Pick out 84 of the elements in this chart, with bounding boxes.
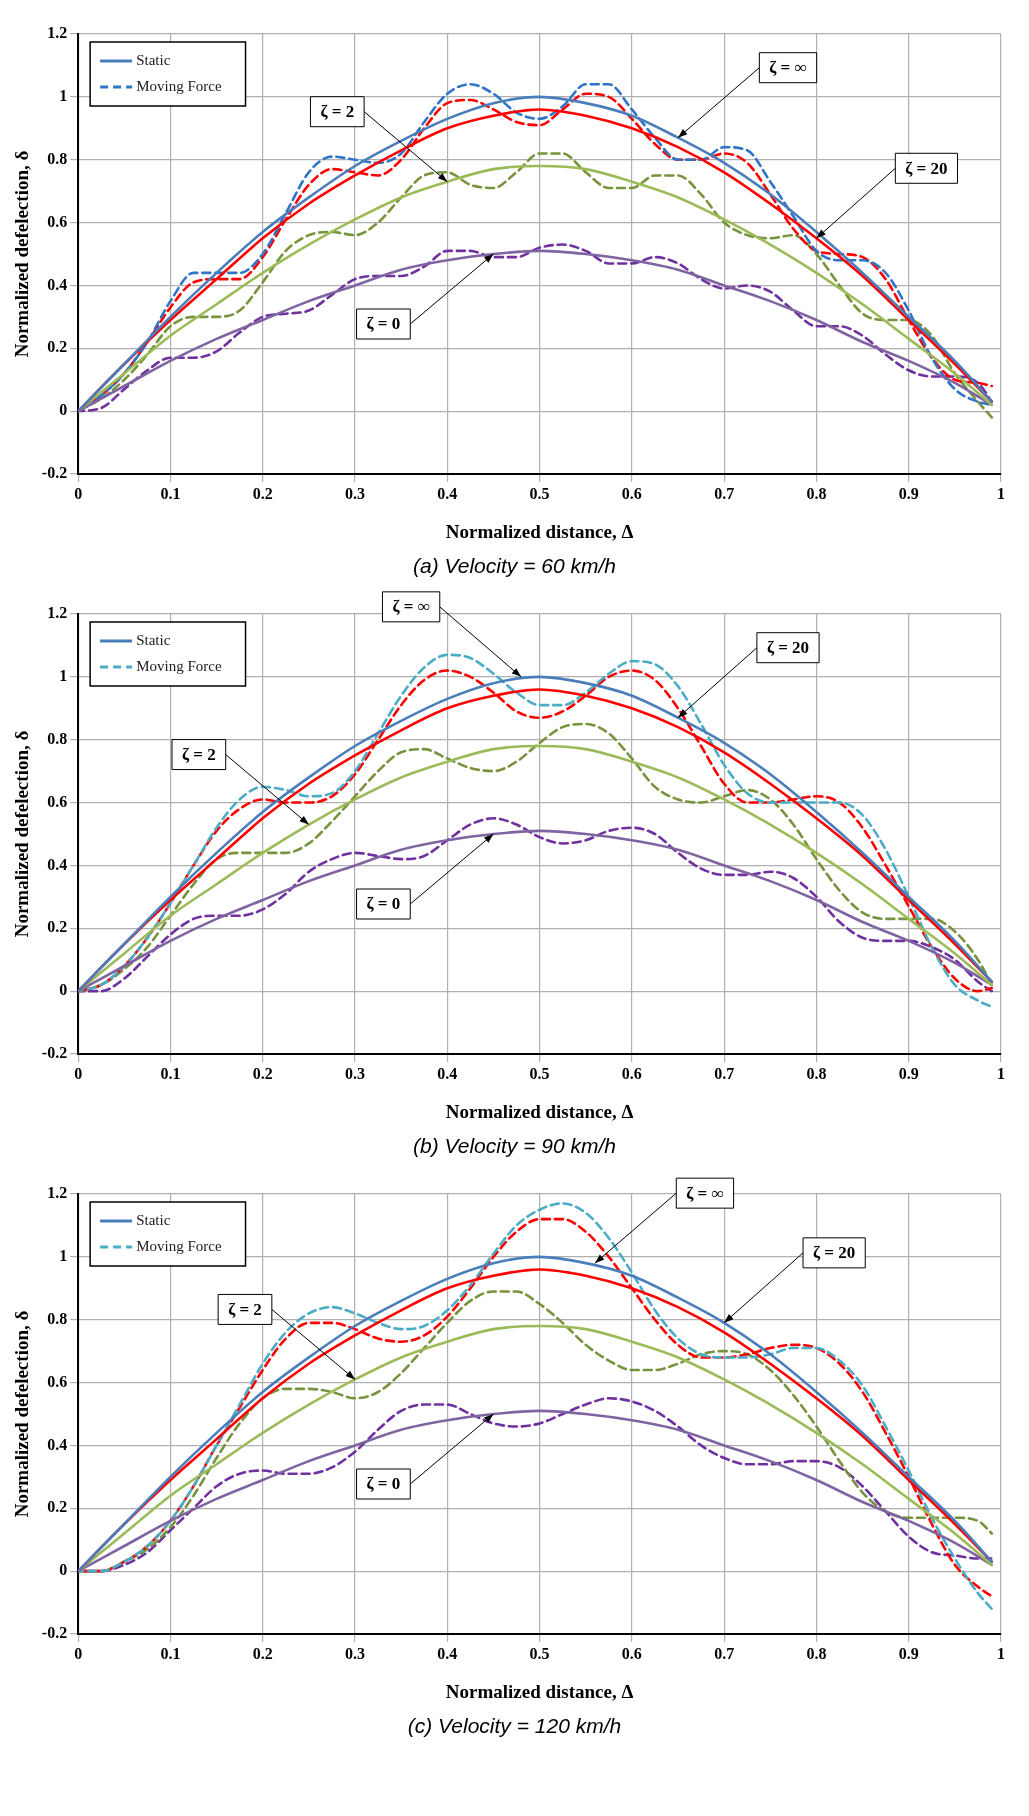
- text: (b) Velocity = 90 km/h: [412, 1134, 617, 1158]
- annotation: ζ = 20: [766, 638, 810, 658]
- x-tick-label: 0.4: [437, 484, 458, 502]
- y-tick-label: 0.2: [47, 1498, 68, 1516]
- annotation: ζ = 2: [181, 744, 216, 764]
- y-tick-label: -0.2: [41, 464, 68, 482]
- y-tick-label: -0.2: [41, 1044, 68, 1062]
- x-tick-label: 0.4: [437, 1064, 458, 1082]
- annotation: ζ = ∞: [686, 1183, 724, 1203]
- annotation: ζ = 0: [366, 894, 401, 914]
- y-tick-label: 0.6: [47, 1372, 68, 1390]
- legend-label: Moving Force: [136, 657, 222, 674]
- y-tick-label: 0: [59, 981, 68, 999]
- y-tick-label: 1: [59, 667, 68, 684]
- x-tick-label: 1: [997, 1064, 1005, 1082]
- y-tick-label: 0.2: [47, 338, 68, 356]
- x-tick-label: 0.2: [252, 1644, 273, 1662]
- y-tick-label: 0.4: [47, 1435, 68, 1453]
- x-tick-label: 0.3: [344, 1064, 365, 1082]
- y-tick-label: 0.4: [47, 275, 68, 293]
- x-tick-label: 0.5: [529, 1644, 550, 1662]
- x-tick-label: 0.7: [714, 1644, 735, 1662]
- annotation: ζ = 2: [228, 1299, 262, 1319]
- annotation: ζ = 0: [366, 314, 401, 334]
- x-tick-label: 0.5: [529, 484, 550, 502]
- legend-label: Static: [136, 51, 171, 68]
- legend-label: Moving Force: [136, 77, 222, 94]
- text: (c) Velocity = 120 km/h: [406, 1714, 623, 1738]
- y-axis-title: Normalized defelection, δ: [11, 150, 33, 358]
- x-tick-label: 0.6: [621, 1644, 642, 1662]
- y-tick-label: 0.8: [47, 1309, 68, 1327]
- x-tick-label: 0.7: [714, 1064, 735, 1082]
- x-tick-label: 0.8: [806, 1644, 827, 1662]
- y-tick-label: 0.8: [47, 729, 68, 747]
- y-tick-label: 0.8: [47, 149, 68, 167]
- x-tick-label: 0.7: [714, 484, 735, 502]
- x-tick-label: 0.2: [252, 484, 273, 502]
- annotation: ζ = 20: [905, 158, 948, 178]
- x-tick-label: 0.2: [252, 1064, 273, 1082]
- legend-label: Static: [136, 1211, 171, 1228]
- x-tick-label: 0: [74, 1644, 83, 1662]
- x-tick-label: 0.8: [806, 484, 827, 502]
- text: (a) Velocity = 60 km/h: [412, 554, 617, 578]
- x-tick-label: 0.1: [160, 1064, 181, 1082]
- y-tick-label: 0.6: [47, 792, 68, 810]
- x-tick-label: 1: [997, 484, 1005, 502]
- y-tick-label: 1.2: [47, 1184, 68, 1202]
- x-tick-label: 0.1: [160, 1644, 181, 1662]
- legend-label: Moving Force: [136, 1237, 222, 1254]
- x-tick-label: 0.6: [621, 484, 642, 502]
- x-tick-label: 0.6: [621, 1064, 642, 1082]
- y-tick-label: 1.2: [47, 604, 68, 622]
- x-tick-label: 0.3: [344, 1644, 365, 1662]
- y-tick-label: 1: [59, 1247, 68, 1264]
- x-tick-label: 0: [74, 484, 83, 502]
- x-tick-label: 0.9: [898, 484, 919, 502]
- x-tick-label: 1: [997, 1644, 1005, 1662]
- y-tick-label: 0: [59, 1561, 68, 1579]
- annotation: ζ = 0: [366, 1474, 401, 1494]
- x-tick-label: 0: [74, 1064, 83, 1082]
- x-tick-label: 0.3: [344, 484, 365, 502]
- y-tick-label: 0.4: [47, 855, 68, 873]
- y-axis-title: Normalized defelection, δ: [11, 1310, 33, 1518]
- x-tick-label: 0.4: [437, 1644, 458, 1662]
- annotation: ζ = 2: [320, 102, 355, 122]
- annotation: ζ = ∞: [769, 58, 807, 78]
- x-tick-label: 0.9: [898, 1644, 919, 1662]
- y-tick-label: 0.6: [47, 212, 68, 230]
- x-axis-title: Normalized distance, Δ: [445, 520, 634, 542]
- x-axis-title: Normalized distance, Δ: [445, 1680, 634, 1702]
- y-tick-label: -0.2: [41, 1624, 68, 1642]
- legend-label: Static: [136, 631, 171, 648]
- x-tick-label: 0.1: [160, 484, 181, 502]
- y-axis-title: Normalized defelection, δ: [11, 730, 33, 938]
- annotation: ζ = ∞: [392, 597, 430, 617]
- x-tick-label: 0.5: [529, 1064, 550, 1082]
- y-tick-label: 0: [59, 401, 68, 419]
- y-tick-label: 1: [59, 87, 68, 104]
- y-tick-label: 0.2: [47, 918, 68, 936]
- x-axis-title: Normalized distance, Δ: [445, 1100, 634, 1122]
- annotation: ζ = 20: [813, 1243, 856, 1263]
- x-tick-label: 0.9: [898, 1064, 919, 1082]
- x-tick-label: 0.8: [806, 1064, 827, 1082]
- y-tick-label: 1.2: [47, 24, 68, 42]
